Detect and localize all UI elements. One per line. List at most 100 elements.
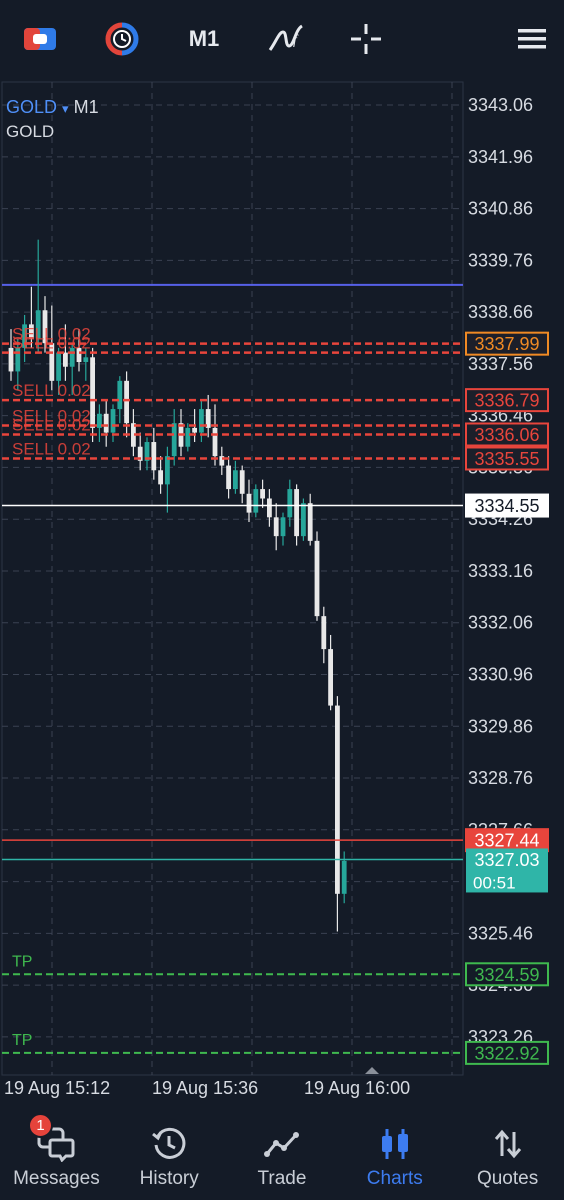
y-tick-label: 3341.96 [468, 147, 533, 167]
candle-body [56, 352, 61, 381]
candle-body [294, 489, 299, 537]
symbol-selector[interactable]: GOLD ▾ M1 [6, 97, 99, 118]
candle-body [314, 540, 320, 617]
menu-icon[interactable] [514, 18, 550, 60]
y-tick-label: 3337.56 [468, 354, 533, 374]
sell-order-price-tag-box [465, 422, 549, 447]
candle-body [212, 427, 218, 457]
candle-body [69, 347, 75, 367]
candle-body [124, 380, 129, 424]
nav-charts-label: Charts [366, 1168, 423, 1189]
sell-order-label: SELL 0.02 [12, 415, 91, 434]
candle-body [158, 470, 163, 485]
nav-history[interactable]: History [113, 1108, 226, 1200]
nav-charts[interactable]: Charts [338, 1108, 451, 1200]
history-icon [147, 1124, 191, 1164]
top-toolbar: M1 f [0, 0, 564, 80]
y-tick-label: 3339.76 [468, 250, 533, 270]
y-tick-label: 3325.46 [468, 923, 533, 943]
candle-body [341, 860, 347, 894]
bid-price-tag-text: 3327.03 [474, 850, 539, 870]
candle-body [35, 310, 41, 339]
candle-body [273, 517, 279, 537]
nav-messages[interactable]: Messages [0, 1108, 113, 1200]
nav-trade-label: Trade [257, 1168, 307, 1189]
candle-body [49, 343, 55, 381]
messages-badge: 1 [28, 1113, 53, 1138]
sell-order-price-tag-text: 3337.99 [474, 334, 539, 354]
crosshair-icon[interactable] [346, 18, 386, 60]
sell-order-label: SELL 0.02 [12, 381, 91, 400]
candle-body [63, 352, 68, 367]
current-price-tag-box [465, 493, 549, 518]
take-profit-price-tag-box [465, 1040, 549, 1065]
candle-body [42, 310, 48, 344]
nav-trade[interactable]: Trade [226, 1108, 339, 1200]
timeframe-button[interactable]: M1 [188, 26, 220, 51]
x-tick-label: 19 Aug 15:12 [4, 1078, 110, 1098]
candle-body [83, 357, 89, 363]
sell-order-label: SELL 0.02 [12, 407, 91, 426]
sell-order-price-tag-text: 3335.55 [474, 449, 539, 469]
candle-body [97, 413, 102, 428]
bottom-navigation: Messages History Trade [0, 1108, 564, 1200]
svg-text:f: f [293, 33, 299, 48]
x-tick-label: 19 Aug 16:00 [304, 1078, 410, 1098]
y-tick-label: 3338.66 [468, 302, 533, 322]
candle-body [287, 489, 293, 518]
candle-body [144, 442, 150, 461]
current-price-tag-text: 3334.55 [474, 496, 539, 516]
candle-countdown: 00:51 [473, 873, 516, 892]
take-profit-price-tag-text: 3322.92 [474, 1043, 539, 1063]
candle-body [307, 503, 313, 541]
candle-body [280, 517, 286, 537]
plot-frame [1, 81, 464, 1076]
take-profit-price-tag-box [465, 962, 549, 987]
y-tick-label: 3333.16 [468, 561, 533, 581]
price-chart[interactable]: 3343.06 3341.96 3340.86 3339.76 3338.66 3337.… [0, 0, 564, 1108]
candle-body [165, 456, 170, 485]
candle-body [15, 347, 21, 372]
indicators-icon[interactable]: f [264, 18, 308, 60]
candle-body [76, 347, 82, 363]
symbol-name: GOLD [6, 97, 58, 117]
sell-order-price-tag-text: 3336.06 [474, 425, 539, 445]
account-switch-icon[interactable] [102, 18, 142, 60]
y-tick-label: 3332.06 [468, 613, 533, 633]
bid-price-tag-box [466, 848, 548, 893]
nav-quotes-label: Quotes [476, 1168, 539, 1189]
sell-order-label: SELL 0.02 [12, 334, 91, 353]
candle-body [239, 470, 245, 494]
candle-body [192, 427, 197, 433]
sell-order-price-tag-text: 3336.79 [474, 391, 539, 411]
candle-body [90, 357, 95, 428]
y-tick-label: 3343.06 [468, 95, 533, 115]
candle-body [137, 446, 143, 461]
candle-body [205, 409, 211, 428]
x-tick-label: 19 Aug 15:36 [152, 1078, 258, 1098]
candle-body [321, 616, 327, 650]
candle-body [301, 503, 306, 537]
candle-body [328, 649, 333, 706]
candle-body [253, 489, 259, 513]
y-tick-label: 3330.96 [468, 665, 533, 685]
nav-quotes[interactable]: Quotes [451, 1108, 564, 1200]
candle-body [260, 489, 265, 499]
candle-body [29, 324, 34, 339]
candle-body [103, 413, 109, 433]
candle-body [151, 442, 157, 471]
chart-shift-marker [365, 1067, 379, 1074]
candle-body [117, 380, 123, 410]
symbol-description: GOLD [6, 122, 55, 141]
candle-body [131, 423, 136, 447]
y-tick-label: 3329.86 [468, 716, 533, 736]
candle-body [246, 493, 252, 513]
sell-order-label: SELL 0.02 [12, 325, 91, 344]
charts-icon [373, 1124, 417, 1164]
take-profit-price-tag-text: 3324.59 [474, 965, 539, 985]
chevron-down-icon: ▾ [62, 101, 69, 116]
nav-messages-label: Messages [13, 1168, 100, 1189]
one-click-trading-icon[interactable] [20, 18, 60, 60]
candle-body [219, 456, 225, 466]
candle-body [335, 705, 340, 894]
